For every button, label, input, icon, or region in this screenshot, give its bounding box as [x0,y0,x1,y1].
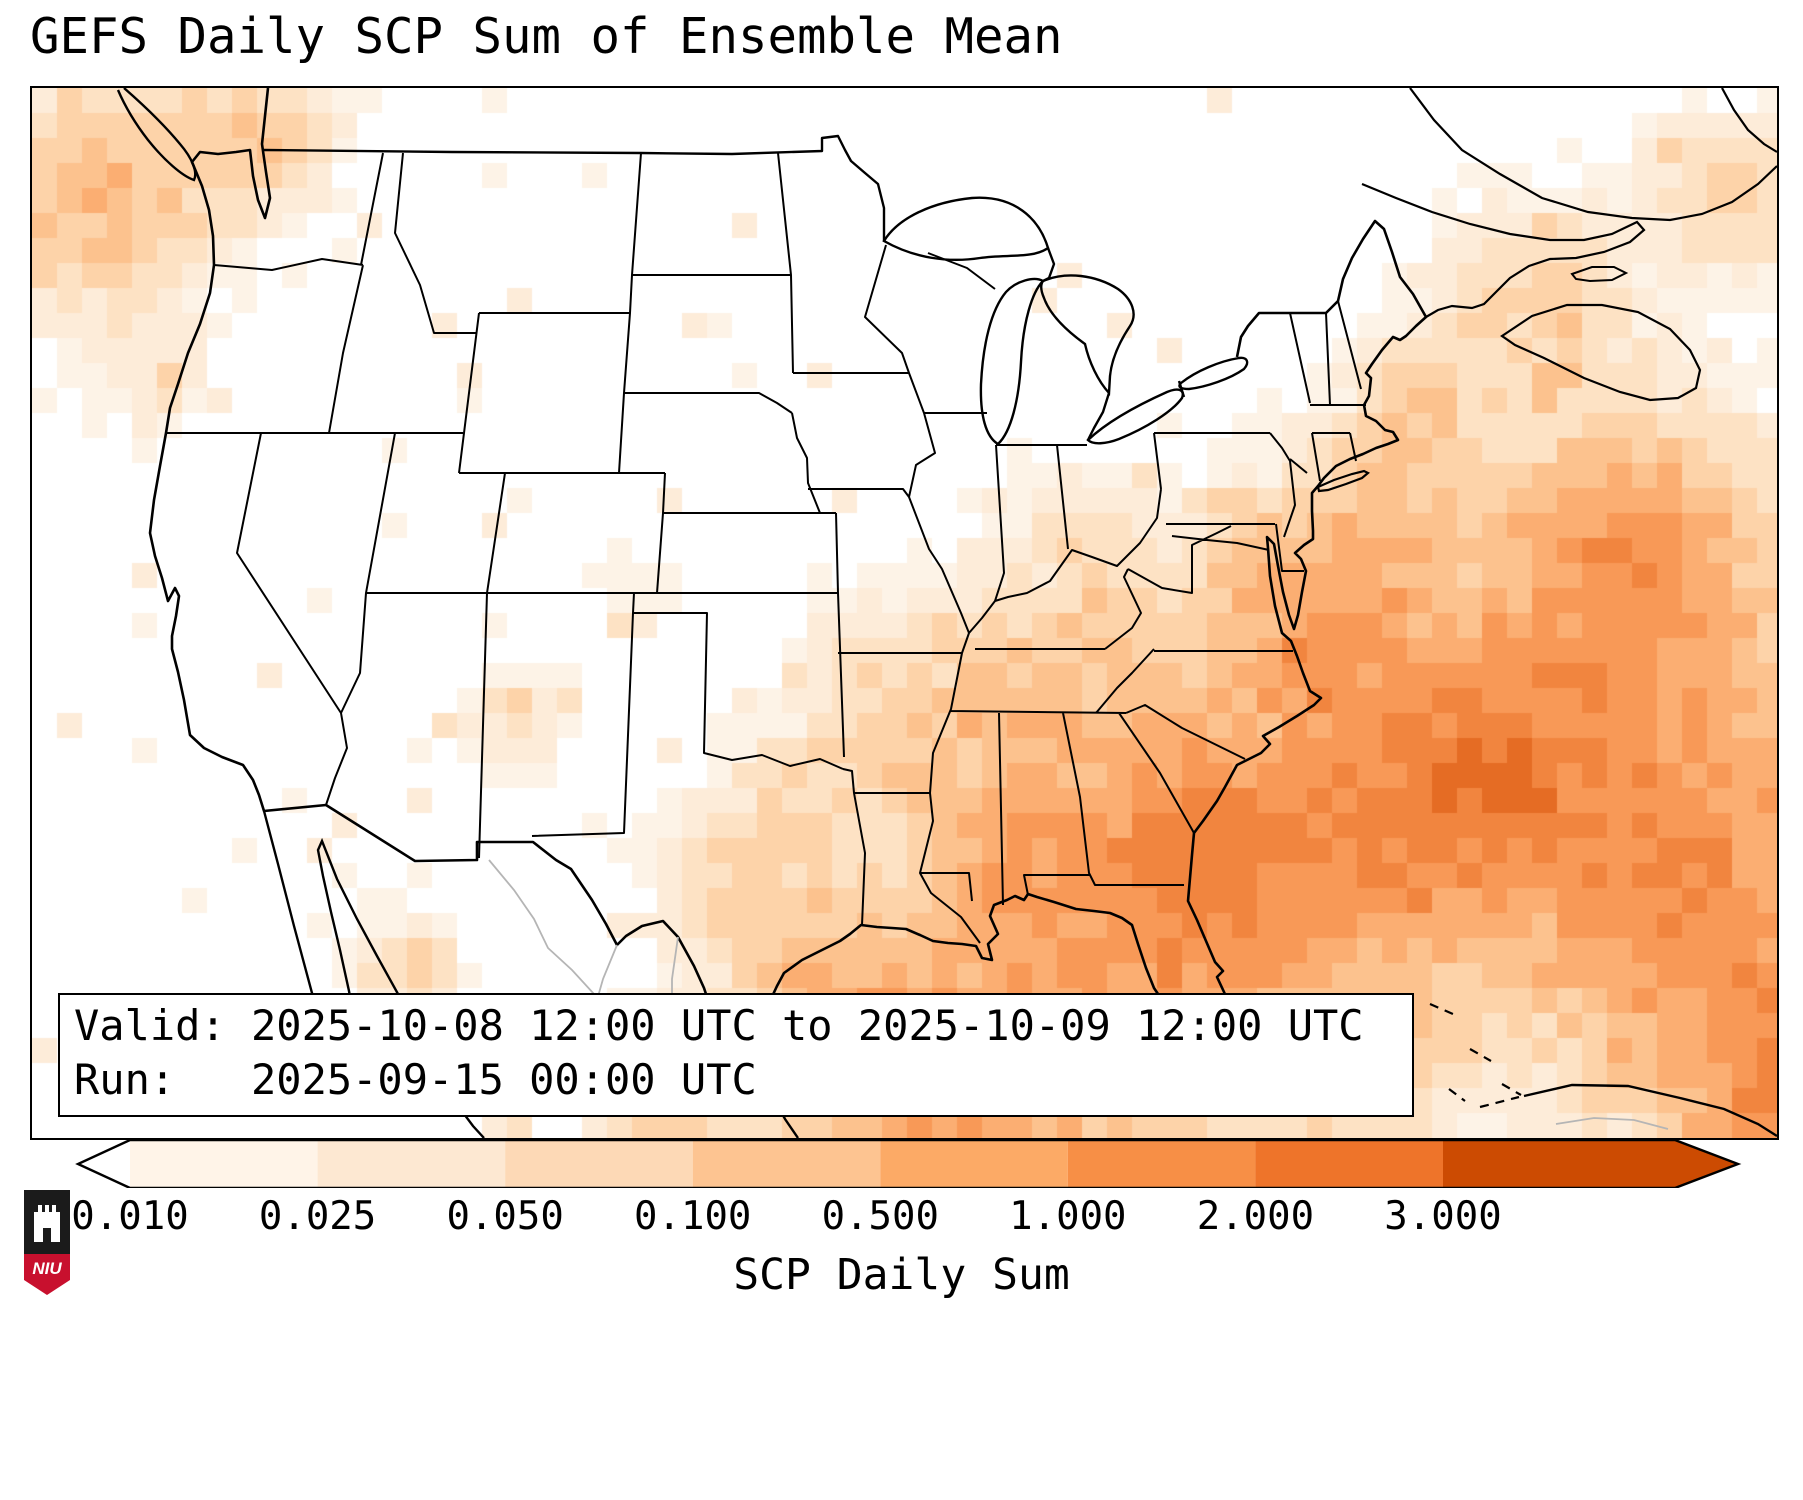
state-boundaries [166,152,1366,944]
bahamas-dashes [1429,1002,1522,1109]
colorbar-tick-labels: 0.010 0.025 0.050 0.100 0.500 1.000 2.000 3.000 [30,1194,1775,1240]
colorbar-segment [130,1140,318,1188]
long-island [1316,469,1370,493]
colorbar-tick-label: 1.000 [1009,1194,1127,1239]
niu-logo: NIU [24,1190,70,1295]
colorbar-tick-label: 2.000 [1196,1194,1315,1239]
niu-banner-point [24,1280,70,1295]
lake-michigan [979,277,1045,446]
lake-huron [1040,274,1135,396]
niu-banner [24,1254,70,1280]
colorbar-segment [1443,1140,1738,1188]
niu-text: NIU [32,1259,62,1278]
run-time-text: Run: 2025-09-15 00:00 UTC [74,1055,757,1104]
lake-erie [1086,388,1184,445]
lake-ontario [1178,356,1249,391]
colorbar [30,1138,1775,1190]
valid-run-annotation: Valid: 2025-10-08 12:00 UTC to 2025-10-0… [58,993,1414,1117]
canada-border [262,134,1186,441]
valid-time-text: Valid: 2025-10-08 12:00 UTC to 2025-10-0… [74,1001,1364,1050]
colorbar-segment [505,1140,693,1188]
st-lawrence-north-shore [1409,88,1777,222]
nova-scotia [1500,303,1702,402]
gaspe-coast [1361,182,1646,318]
atlantic-canada-coast [1361,88,1777,402]
colorbar-tick-label: 0.010 [71,1194,189,1239]
colorbar-tick-label: 0.500 [821,1194,939,1239]
colorbar-segment [78,1140,130,1188]
cuba-coast [1523,1083,1777,1138]
colorbar-segment [1067,1140,1256,1188]
colorbar-segment [692,1140,881,1188]
scp-heatmap [32,88,1777,1138]
colorbar-tick-label: 0.025 [258,1194,377,1239]
castle-gate [43,1228,51,1242]
colorbar-svg [75,1138,1742,1190]
colorbar-segment [1255,1140,1443,1188]
colorbar-tick-label: 0.100 [634,1194,752,1239]
map-panel: Valid: 2025-10-08 12:00 UTC to 2025-10-0… [30,86,1779,1140]
figure-title: GEFS Daily SCP Sum of Ensemble Mean [30,8,1063,65]
castle-icon [34,1205,60,1242]
colorbar-axis-label: SCP Daily Sum [733,1250,1070,1300]
lake-superior [882,196,1050,262]
great-lakes [882,196,1249,446]
prince-edward-island [1570,266,1629,283]
map-borders-overlay [116,88,1777,1138]
colorbar-tick-label: 0.050 [446,1194,564,1239]
newfoundland-corner [1721,88,1777,153]
vancouver-island [116,88,197,182]
colorbar-tick-label: 3.000 [1384,1194,1502,1239]
colorbar-segment [317,1140,506,1188]
colorbar-segment [880,1140,1068,1188]
